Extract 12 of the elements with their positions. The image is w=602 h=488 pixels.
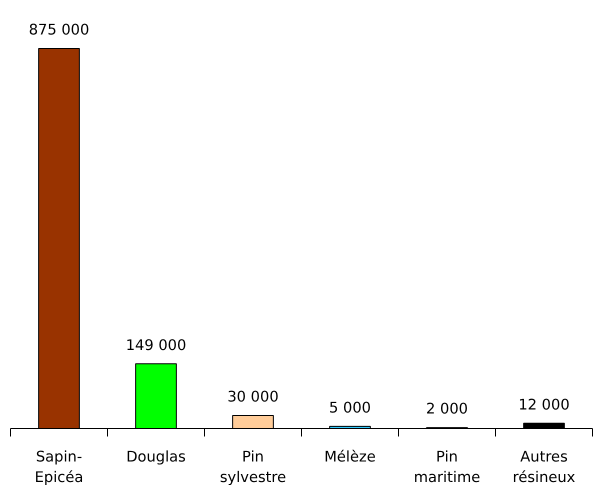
data-label: 149 000	[126, 336, 186, 354]
data-label: 30 000	[227, 388, 279, 406]
x-tick-label: Sapin- Epicéa	[34, 448, 84, 486]
x-tick-label: Mélèze	[324, 448, 376, 466]
data-label: 12 000	[518, 396, 570, 414]
x-tick-label: Pin maritime	[414, 448, 480, 486]
x-tick-label: Douglas	[126, 448, 186, 466]
data-label: 5 000	[329, 399, 371, 416]
x-tick-label: Autres résineux	[512, 448, 576, 486]
data-label: 2 000	[426, 400, 468, 418]
x-tick-label: Pin sylvestre	[220, 448, 286, 486]
data-label: 875 000	[28, 22, 90, 38]
